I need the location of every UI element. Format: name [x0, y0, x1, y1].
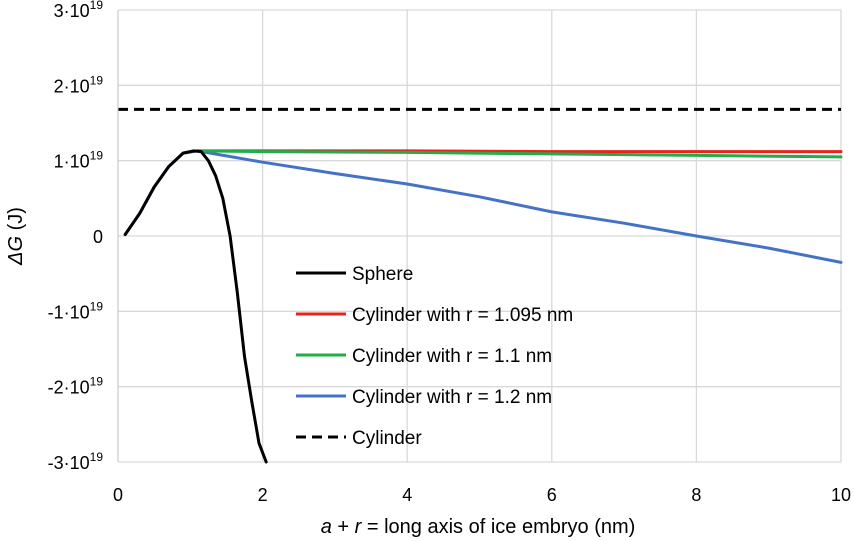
x-tick-label: 0	[113, 485, 123, 505]
y-tick-label: 3·1019	[54, 0, 104, 21]
y-tick-base: 1·10	[54, 152, 90, 172]
y-tick-label: -3·1019	[48, 450, 104, 473]
y-tick-exponent: 19	[90, 73, 104, 87]
y-tick-exponent: 19	[90, 450, 104, 464]
legend-label: Cylinder with r = 1.1 nm	[352, 346, 552, 367]
x-tick-label: 10	[831, 485, 851, 505]
legend: Sphere Cylinder with r = 1.095 nm Cylinder…	[296, 264, 573, 449]
y-tick-base: -2·10	[48, 378, 90, 398]
legend-label: Cylinder	[352, 428, 422, 449]
y-tick-exponent: 19	[90, 0, 104, 12]
x-tick-labels: 0 2 4 6 8 10	[113, 485, 851, 505]
y-tick-label: 0	[93, 227, 103, 247]
y-tick-label: -1·1019	[48, 299, 104, 322]
y-tick-base: 2·10	[54, 76, 90, 96]
y-tick-label: 1·1019	[54, 149, 104, 172]
y-tick-base: 3·10	[54, 1, 90, 21]
y-tick-base: -1·10	[48, 302, 90, 322]
y-tick-base: -3·10	[48, 453, 90, 473]
x-tick-label: 2	[258, 485, 268, 505]
y-tick-exponent: 19	[90, 149, 104, 163]
x-tick-label: 4	[402, 485, 412, 505]
series-lines	[118, 107, 843, 464]
y-tick-exponent: 19	[90, 299, 104, 313]
x-axis-title-a: a	[321, 516, 332, 538]
y-tick-label: 2·1019	[54, 73, 104, 96]
x-axis-title-r: r	[355, 516, 363, 538]
legend-label: Cylinder with r = 1.2 nm	[352, 387, 552, 408]
y-axis-title: ΔG (J)	[5, 207, 27, 266]
x-axis-title-rest: = long axis of ice embryo (nm)	[361, 516, 635, 538]
y-tick-exponent: 19	[90, 375, 104, 389]
y-axis-title-delta-g: ΔG	[5, 236, 27, 266]
x-axis-title: a + r = long axis of ice embryo (nm)	[321, 516, 636, 538]
grid-lines	[118, 9, 842, 463]
series-line-2	[196, 149, 843, 159]
series-line-0	[123, 149, 268, 464]
x-tick-label: 6	[547, 485, 557, 505]
y-tick-base: 0	[93, 227, 103, 247]
y-axis-title-unit: (J)	[5, 207, 27, 236]
x-tick-label: 8	[691, 485, 701, 505]
legend-label: Cylinder with r = 1.095 nm	[352, 305, 573, 326]
legend-label: Sphere	[352, 264, 413, 285]
y-tick-label: -2·1019	[48, 375, 104, 398]
x-axis-title-plus: +	[332, 516, 355, 538]
